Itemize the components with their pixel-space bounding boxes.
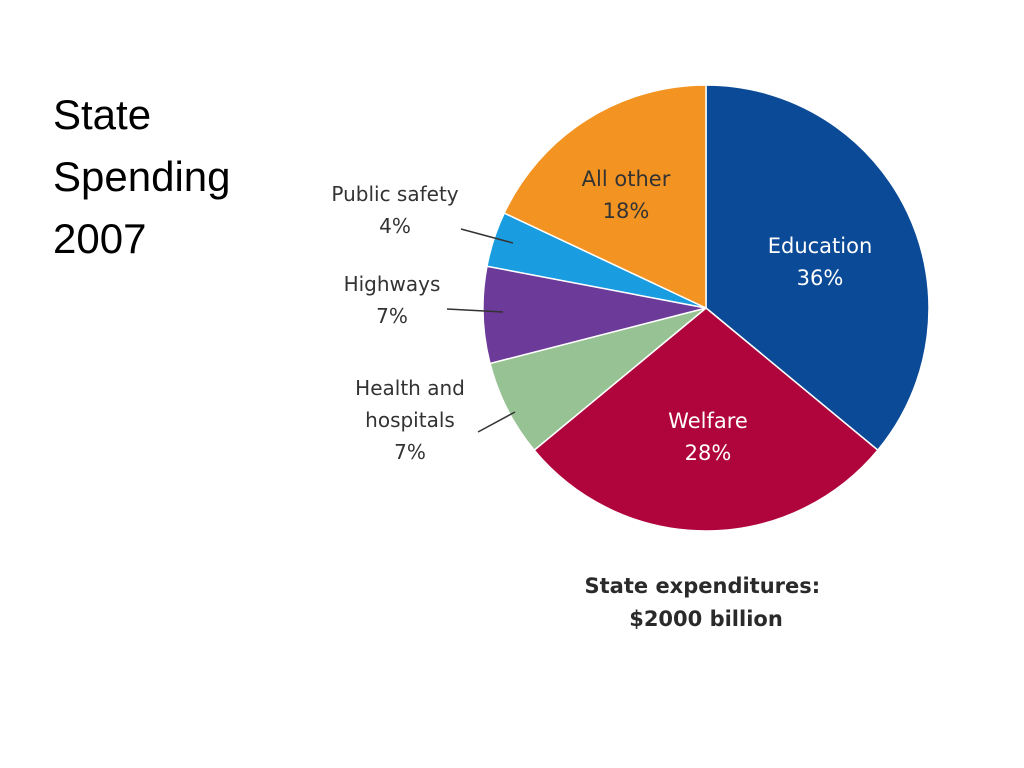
slice-value-highways: 7% [376, 304, 408, 328]
slice-name-health-and-hospitals: hospitals [365, 408, 455, 432]
slice-value-all-other: 18% [603, 199, 650, 223]
slice-label-welfare: Welfare 28% [668, 409, 748, 465]
slice-label-education: Education 36% [768, 234, 873, 290]
title-line-1: State [53, 91, 152, 138]
caption-line-1: State expenditures: [585, 574, 821, 598]
slice-name-education: Education [768, 234, 873, 258]
slice-label-public-safety: Public safety 4% [331, 182, 458, 238]
slice-label-highways: Highways 7% [344, 272, 441, 328]
slice-value-education: 36% [797, 266, 844, 290]
slice-value-welfare: 28% [685, 441, 732, 465]
leader-lines [446, 228, 516, 433]
title-line-3: 2007 [53, 215, 147, 262]
slice-labels: Education 36% Welfare 28% Health and hospital… [331, 167, 872, 465]
slice-label-all-other: All other 18% [582, 167, 671, 223]
title-line-2: Spending [53, 153, 231, 200]
slice-name-all-other: All other [582, 167, 671, 191]
leader-line-highways [446, 308, 504, 313]
leader-line-health-and-hospitals [477, 411, 516, 433]
slice-name-highways: Highways [344, 272, 441, 296]
slice-name-public-safety: Public safety [331, 182, 458, 206]
chart-caption: State expenditures: $2000 billion [585, 574, 828, 631]
caption-line-2: $2000 billion [629, 607, 783, 631]
slice-name-health-and-hospitals: Health and [355, 376, 465, 400]
slice-name-welfare: Welfare [668, 409, 748, 433]
slice-value-public-safety: 4% [379, 214, 411, 238]
pie-slice-education [705, 84, 930, 452]
pie-slice-welfare [533, 307, 879, 532]
pie-slices [482, 84, 930, 532]
slice-value-health-and-hospitals: 7% [394, 440, 426, 464]
leader-line-public-safety [460, 228, 514, 244]
slide-title: State Spending 2007 [53, 84, 313, 270]
slice-label-health-and-hospitals: Health and hospitals 7% [355, 376, 465, 464]
pie-slice-all-other [503, 84, 707, 310]
